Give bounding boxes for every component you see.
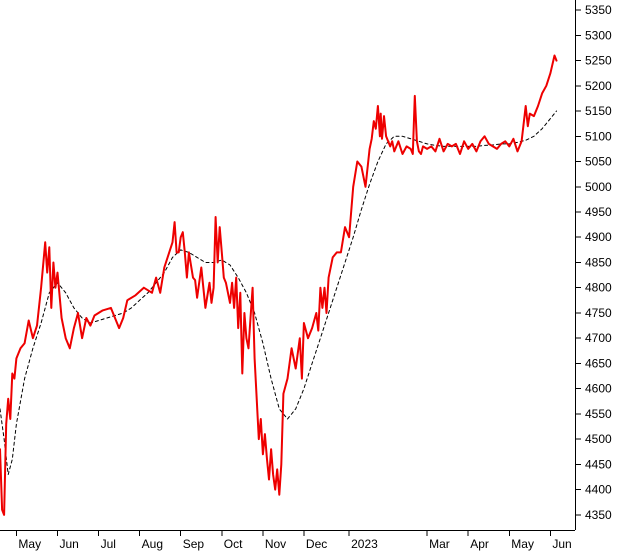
x-tick-label: Jun bbox=[60, 537, 79, 551]
x-tick-label: Aug bbox=[142, 537, 163, 551]
x-tick-label: May bbox=[511, 537, 534, 551]
y-tick-label: 5350 bbox=[585, 3, 612, 17]
x-tick-label: Oct bbox=[224, 537, 243, 551]
y-tick-label: 5100 bbox=[585, 129, 612, 143]
x-tick-label: Nov bbox=[265, 537, 286, 551]
x-tick-label: Mar bbox=[429, 537, 450, 551]
y-tick-label: 5300 bbox=[585, 28, 612, 42]
x-tick-label: Jul bbox=[101, 537, 116, 551]
y-tick-label: 5250 bbox=[585, 54, 612, 68]
y-tick-label: 4400 bbox=[585, 483, 612, 497]
y-tick-label: 4550 bbox=[585, 407, 612, 421]
y-tick-label: 5000 bbox=[585, 180, 612, 194]
y-tick-label: 5150 bbox=[585, 104, 612, 118]
x-tick-label: Dec bbox=[306, 537, 327, 551]
price-chart: 4350 4400 4450 4500 4550 4600 4650 4700 4750 4800… bbox=[0, 0, 633, 560]
y-tick-label: 4450 bbox=[585, 457, 612, 471]
chart-svg: 4350 4400 4450 4500 4550 4600 4650 4700 4750 4800… bbox=[0, 0, 633, 560]
y-tick-label: 4850 bbox=[585, 255, 612, 269]
y-tick-label: 4600 bbox=[585, 382, 612, 396]
x-tick-label: Sep bbox=[183, 537, 205, 551]
y-tick-label: 4700 bbox=[585, 331, 612, 345]
y-tick-label: 4800 bbox=[585, 281, 612, 295]
y-tick-label: 4650 bbox=[585, 356, 612, 370]
y-tick-label: 4750 bbox=[585, 306, 612, 320]
x-tick-label: Jun bbox=[552, 537, 571, 551]
y-tick-label: 4500 bbox=[585, 432, 612, 446]
y-tick-label: 4950 bbox=[585, 205, 612, 219]
y-tick-label: 4900 bbox=[585, 230, 612, 244]
x-tick-label: 2023 bbox=[351, 537, 378, 551]
y-tick-label: 5200 bbox=[585, 79, 612, 93]
x-tick-label: Apr bbox=[470, 537, 489, 551]
y-tick-label: 4350 bbox=[585, 508, 612, 522]
y-tick-label: 5050 bbox=[585, 155, 612, 169]
x-tick-label: May bbox=[18, 537, 41, 551]
